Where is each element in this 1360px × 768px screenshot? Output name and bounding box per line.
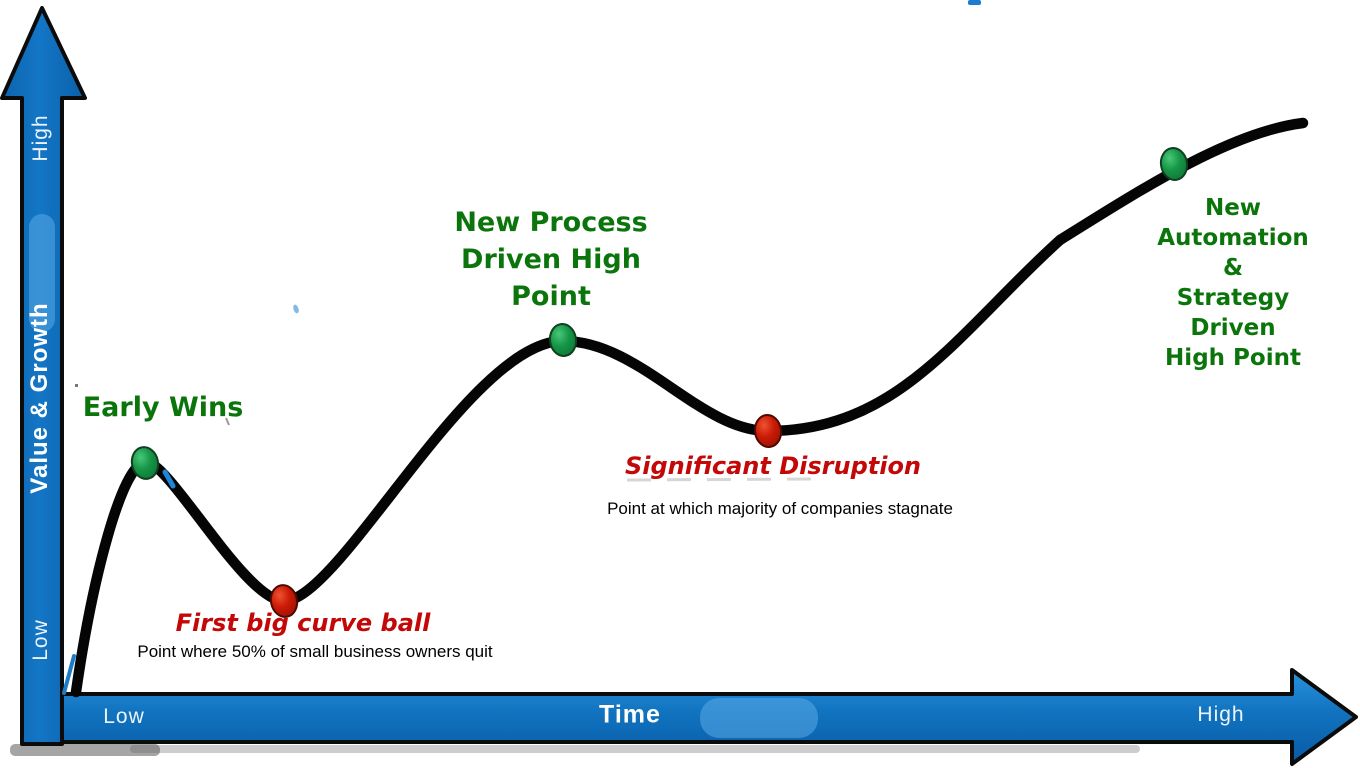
axis-shadow	[130, 745, 1140, 753]
milestone-dot-new-process	[548, 323, 578, 357]
x-axis-title: Time	[599, 700, 661, 729]
axis-shadow	[10, 744, 160, 756]
growth-curve	[70, 117, 1309, 698]
milestone-label-significant-disruption: Significant Disruption	[624, 452, 922, 480]
y-axis-tick-low: Low	[29, 619, 52, 661]
smudge-artifact	[225, 417, 230, 426]
blue-ink-artifact	[293, 304, 299, 314]
y-axis-arrow	[0, 6, 87, 746]
milestone-note-first-curve-ball: Point where 50% of small business owners…	[137, 642, 493, 661]
milestone-label-early-wins: Early Wins	[82, 392, 244, 423]
y-axis-title: Value & Growth	[26, 302, 53, 494]
x-axis-gloss	[700, 698, 818, 738]
milestone-label-first-curve-ball: First big curve ball	[175, 609, 431, 637]
milestone-dot-new-automation	[1159, 147, 1189, 181]
milestone-label-new-automation: New Automation & Strategy Driven High Po…	[1157, 195, 1309, 371]
smudge-artifact	[75, 384, 78, 387]
milestone-dot-first-curve-ball	[269, 584, 299, 618]
y-axis-tick-high: High	[29, 114, 52, 162]
smudge-artifact	[626, 477, 824, 482]
blue-ink-artifact	[162, 469, 176, 489]
y-axis-gloss	[29, 214, 55, 332]
milestone-dot-significant-disruption	[753, 414, 783, 448]
x-axis-tick-low: Low	[103, 705, 145, 728]
milestone-label-new-process: New Process Driven High Point	[454, 207, 648, 312]
blue-ink-artifact	[62, 654, 76, 695]
milestone-dot-early-wins	[130, 446, 160, 480]
blue-ink-artifact	[968, 0, 981, 5]
x-axis-tick-high: High	[1197, 703, 1245, 726]
milestone-note-significant-disruption: Point at which majority of companies sta…	[607, 499, 953, 518]
